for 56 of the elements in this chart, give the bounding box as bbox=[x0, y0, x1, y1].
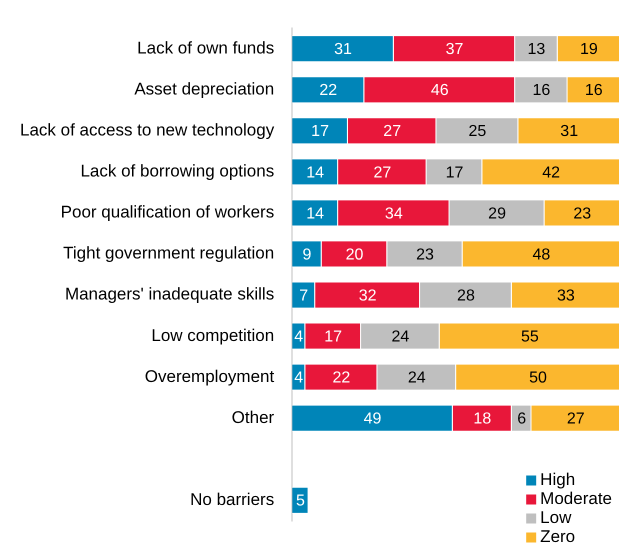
data-label: 17 bbox=[446, 164, 464, 182]
data-label: 42 bbox=[542, 164, 560, 182]
data-label: 55 bbox=[520, 328, 539, 346]
y-tick-label: Lack of borrowing options bbox=[80, 162, 274, 181]
data-label: 7 bbox=[299, 287, 308, 304]
y-tick-label: Lack of access to new technology bbox=[20, 120, 275, 140]
legend-label: Zero bbox=[540, 527, 576, 546]
data-label: 46 bbox=[430, 82, 449, 100]
data-label: 4 bbox=[294, 328, 304, 346]
data-label: 34 bbox=[384, 205, 403, 222]
data-label: 23 bbox=[573, 205, 592, 222]
data-label: 31 bbox=[334, 41, 352, 58]
y-tick-label: No barriers bbox=[190, 490, 274, 509]
y-tick-label: Tight government regulation bbox=[63, 244, 274, 263]
data-label: 13 bbox=[528, 41, 546, 58]
data-label: 27 bbox=[383, 123, 402, 140]
data-label: 49 bbox=[364, 410, 382, 428]
data-label: 31 bbox=[560, 123, 578, 140]
data-label: 19 bbox=[580, 41, 598, 58]
data-label: 9 bbox=[302, 246, 312, 264]
legend-label: Moderate bbox=[540, 489, 612, 508]
y-tick-label: Low competition bbox=[151, 326, 274, 345]
data-label: 4 bbox=[294, 370, 304, 387]
data-label: 24 bbox=[391, 328, 410, 346]
data-label: 29 bbox=[488, 205, 506, 222]
y-tick-label: Asset depreciation bbox=[134, 79, 274, 98]
data-label: 22 bbox=[319, 82, 338, 100]
data-label: 23 bbox=[416, 246, 434, 264]
data-label: 14 bbox=[306, 205, 324, 222]
data-label: 16 bbox=[532, 82, 550, 100]
data-label: 22 bbox=[332, 370, 350, 387]
data-label: 37 bbox=[446, 41, 464, 58]
y-tick-label: Overemployment bbox=[144, 366, 274, 386]
data-label: 18 bbox=[473, 410, 492, 428]
data-label: 24 bbox=[408, 370, 426, 387]
data-label: 50 bbox=[529, 370, 548, 387]
legend-label: Low bbox=[540, 508, 572, 528]
y-tick-label: Poor qualification of workers bbox=[60, 202, 274, 222]
data-label: 5 bbox=[296, 492, 305, 510]
data-label: 33 bbox=[557, 287, 575, 304]
y-tick-label: Other bbox=[232, 408, 275, 427]
data-label: 6 bbox=[517, 410, 526, 428]
data-label: 17 bbox=[324, 328, 342, 346]
data-label: 17 bbox=[311, 123, 330, 140]
data-label: 27 bbox=[566, 410, 585, 428]
data-label: 32 bbox=[358, 287, 377, 304]
data-label: 48 bbox=[532, 246, 550, 264]
data-label: 25 bbox=[468, 123, 486, 140]
data-label: 14 bbox=[306, 164, 324, 182]
legend-label: High bbox=[540, 470, 576, 490]
data-label: 16 bbox=[584, 82, 603, 100]
y-tick-label: Lack of own funds bbox=[137, 38, 274, 58]
data-label: 28 bbox=[457, 287, 475, 304]
y-tick-label: Managers' inadequate skills bbox=[64, 284, 274, 304]
data-label: 27 bbox=[373, 164, 392, 182]
data-label: 20 bbox=[346, 246, 364, 264]
